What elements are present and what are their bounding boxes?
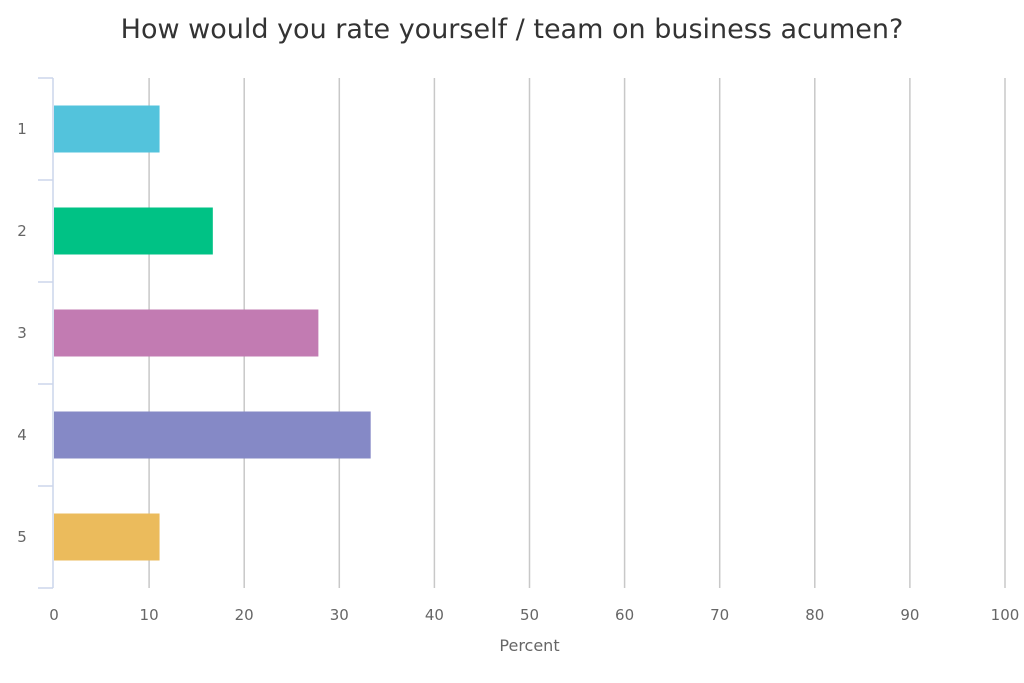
x-tick-label: 50: [520, 606, 539, 624]
bar-2: [54, 207, 213, 255]
bar-1: [54, 105, 160, 153]
bar-3: [54, 309, 319, 357]
y-tick-label: 1: [17, 120, 27, 138]
x-tick-label: 10: [140, 606, 159, 624]
y-tick-label: 2: [17, 222, 27, 240]
chart-title: How would you rate yourself / team on bu…: [120, 14, 904, 45]
y-tick-label: 4: [17, 426, 27, 444]
y-tick-label: 5: [17, 528, 27, 546]
x-tick-label: 100: [991, 606, 1020, 624]
x-tick-label: 90: [900, 606, 919, 624]
bar-5: [54, 513, 160, 561]
x-tick-label: 70: [710, 606, 729, 624]
x-tick-label: 0: [49, 606, 59, 624]
x-axis-label: Percent: [499, 636, 559, 655]
x-tick-label: 60: [615, 606, 634, 624]
bar-4: [54, 411, 371, 459]
x-tick-label: 20: [235, 606, 254, 624]
x-tick-label: 80: [805, 606, 824, 624]
x-tick-label: 40: [425, 606, 444, 624]
x-tick-label: 30: [330, 606, 349, 624]
y-tick-label: 3: [17, 324, 27, 342]
